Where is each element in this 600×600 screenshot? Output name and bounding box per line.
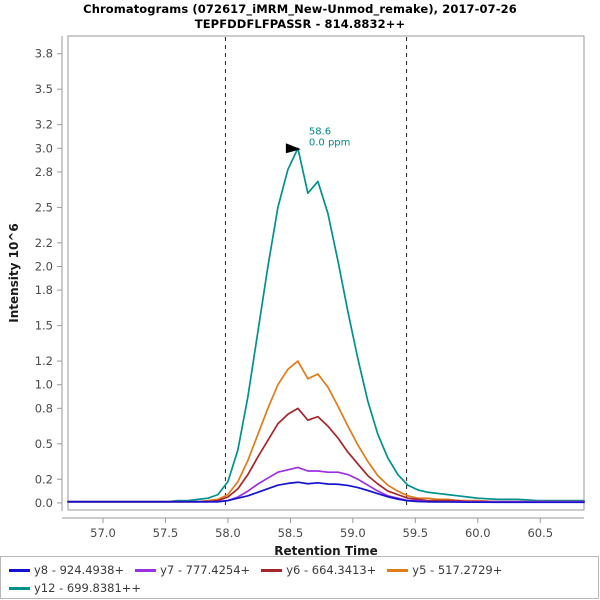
legend-panel: y8 - 924.4938+ y7 - 777.4254+ y6 - 664.341… (0, 556, 599, 599)
legend-item[interactable]: y7 - 777.4254+ (135, 563, 250, 577)
y-tick-label: 0.2 (35, 472, 53, 486)
apex-marker-icon (285, 143, 301, 154)
title-line-2: TEPFDDFLFPASSR - 814.8832++ (194, 17, 406, 31)
chromatogram-plot[interactable]: 0.0 0.2 0.5 0.8 1.0 1.2 1.5 1.8 2.0 2.2 2.5 2.8 3.0 3… (0, 0, 600, 556)
y-tick-label: 2.5 (35, 200, 53, 214)
legend-item-label: y7 - 777.4254+ (160, 563, 251, 577)
legend-item-label: y8 - 924.4938+ (34, 563, 125, 577)
legend-item-label: y5 - 517.2729+ (412, 563, 503, 577)
annotation-ppm-label: 0.0 ppm (309, 137, 351, 148)
legend-item[interactable]: y6 - 664.3413+ (261, 563, 376, 577)
peak-annotation: 58.60.0 ppm (285, 126, 351, 154)
legend-row-1: y8 - 924.4938+ y7 - 777.4254+ y6 - 664.341… (9, 562, 513, 578)
y-tick-label: 1.5 (35, 319, 53, 333)
x-tick-label: 60.0 (465, 526, 491, 540)
y-axis-title: Intensity 10^6 (7, 223, 21, 323)
x-tick-label: 58.5 (278, 526, 304, 540)
annotation-rt-label: 58.6 (309, 126, 331, 137)
y-tick-label: 2.2 (35, 236, 53, 250)
y-tick-label: 3.2 (35, 118, 53, 132)
legend-color-swatch (261, 568, 283, 572)
plot-frame (67, 35, 585, 511)
legend-color-swatch (135, 568, 157, 572)
legend-item[interactable]: y8 - 924.4938+ (9, 563, 124, 577)
x-tick-label: 57.0 (90, 526, 116, 540)
chromatogram-trace[interactable] (67, 481, 585, 504)
y-tick-label: 1.8 (35, 283, 53, 297)
legend-row-2: y12 - 699.8381++ (9, 580, 152, 596)
legend-color-swatch (387, 568, 409, 572)
y-tick-label: 3.5 (35, 82, 53, 96)
y-tick-label: 2.0 (35, 259, 53, 273)
y-tick-label: 1.0 (35, 378, 53, 392)
x-tick-label: 58.0 (215, 526, 241, 540)
x-tick-label: 57.5 (153, 526, 179, 540)
legend-item[interactable]: y12 - 699.8381++ (9, 581, 141, 595)
y-tick-label: 0.0 (35, 496, 53, 510)
x-tick-label: 59.5 (403, 526, 429, 540)
y-tick-label: 3.0 (35, 141, 53, 155)
x-tick-label: 59.0 (340, 526, 366, 540)
legend-color-swatch (9, 586, 30, 590)
legend-item-label: y6 - 664.3413+ (286, 563, 377, 577)
x-axis-title: Retention Time (274, 544, 378, 556)
x-tick-label: 60.5 (527, 526, 553, 540)
legend-item-label: y12 - 699.8381++ (34, 581, 142, 595)
legend-color-swatch (9, 568, 30, 572)
y-tick-label: 1.2 (35, 354, 53, 368)
y-tick-label: 0.5 (35, 437, 53, 451)
y-tick-label: 0.8 (35, 401, 53, 415)
y-tick-label: 2.8 (35, 165, 53, 179)
y-tick-label: 3.8 (35, 47, 53, 61)
title-line-1: Chromatograms (072617_iMRM_New-Unmod_rem… (83, 2, 517, 16)
page-title: Chromatograms (072617_iMRM_New-Unmod_rem… (0, 2, 600, 32)
legend-item[interactable]: y5 - 517.2729+ (387, 563, 502, 577)
